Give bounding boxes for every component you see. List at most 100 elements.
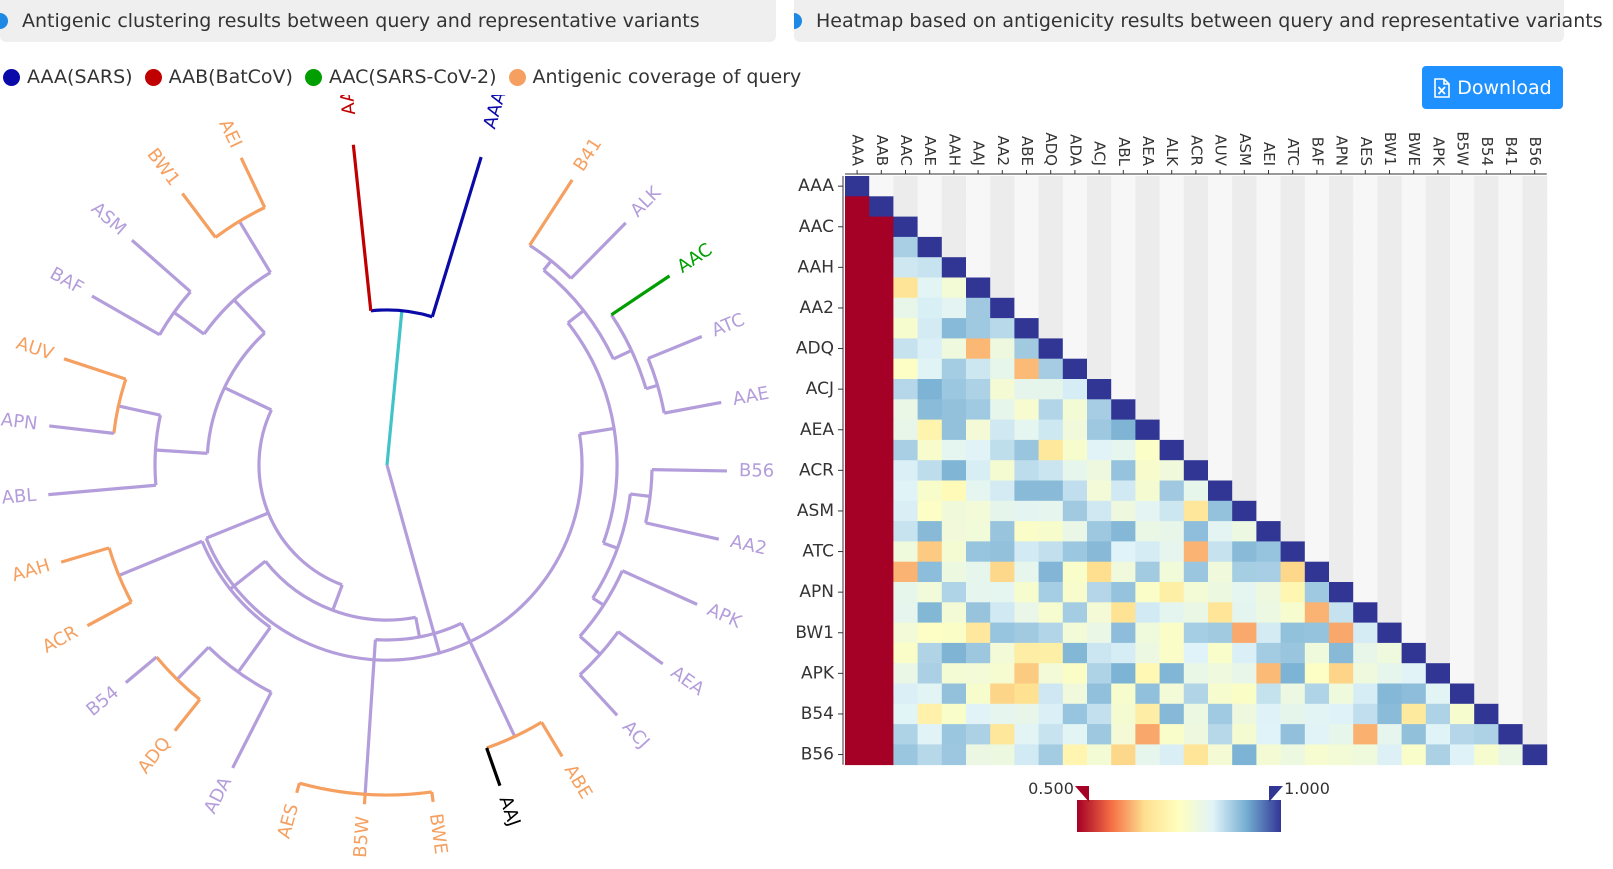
heatmap-cell[interactable] [1498, 663, 1523, 684]
heatmap-cell[interactable] [1450, 196, 1475, 217]
heatmap-cell[interactable] [1111, 561, 1136, 583]
heatmap-cell[interactable] [1474, 419, 1499, 441]
heatmap-cell[interactable] [990, 561, 1015, 583]
heatmap-cell[interactable] [966, 663, 991, 684]
heatmap-cell[interactable] [1062, 500, 1088, 522]
tree-leaf-label[interactable]: AAC [673, 239, 716, 277]
heatmap-cell[interactable] [1450, 216, 1475, 238]
heatmap-cell[interactable] [1280, 358, 1306, 380]
heatmap-cell[interactable] [966, 257, 991, 278]
heatmap-cell[interactable] [1353, 480, 1378, 502]
heatmap-cell[interactable] [1304, 216, 1330, 238]
heatmap-cell[interactable] [1256, 176, 1281, 197]
heatmap-cell[interactable] [1062, 642, 1088, 664]
heatmap-cell[interactable] [845, 602, 870, 623]
heatmap-cell[interactable] [1111, 419, 1136, 441]
heatmap-cell[interactable] [941, 399, 967, 420]
heatmap-cell[interactable] [990, 683, 1015, 705]
heatmap-cell[interactable] [1498, 622, 1523, 644]
heatmap-cell[interactable] [1062, 277, 1088, 299]
heatmap-cell[interactable] [869, 703, 894, 725]
heatmap-cell[interactable] [1329, 582, 1354, 603]
heatmap-cell[interactable] [1329, 419, 1354, 441]
heatmap-cell[interactable] [1014, 480, 1039, 502]
heatmap-cell[interactable] [1232, 480, 1257, 502]
heatmap-cell[interactable] [917, 521, 943, 542]
heatmap-cell[interactable] [917, 602, 943, 623]
heatmap-cell[interactable] [1304, 521, 1330, 542]
heatmap-cell[interactable] [1450, 500, 1475, 522]
heatmap-cell[interactable] [1111, 216, 1136, 238]
heatmap-cell[interactable] [1014, 602, 1039, 623]
heatmap-cell[interactable] [1183, 683, 1209, 705]
heatmap-cell[interactable] [1087, 236, 1112, 258]
heatmap-cell[interactable] [1087, 703, 1112, 725]
heatmap-cell[interactable] [1304, 744, 1330, 766]
heatmap-cell[interactable] [1498, 176, 1523, 197]
heatmap-cell[interactable] [1498, 480, 1523, 502]
heatmap-cell[interactable] [917, 683, 943, 705]
heatmap-cell[interactable] [1304, 460, 1330, 481]
heatmap-cell[interactable] [1062, 439, 1088, 461]
heatmap-cell[interactable] [1450, 541, 1475, 563]
heatmap-cell[interactable] [1353, 744, 1378, 766]
heatmap-cell[interactable] [941, 541, 967, 563]
heatmap-cell[interactable] [941, 460, 967, 481]
heatmap-cell[interactable] [1087, 358, 1112, 380]
heatmap-cell[interactable] [1401, 622, 1427, 644]
heatmap-cell[interactable] [990, 439, 1015, 461]
heatmap-cell[interactable] [1014, 561, 1039, 583]
heatmap-cell[interactable] [1353, 297, 1378, 319]
heatmap-cell[interactable] [990, 419, 1015, 441]
heatmap-cell[interactable] [1329, 683, 1354, 705]
heatmap-cell[interactable] [1038, 318, 1064, 339]
heatmap-cell[interactable] [1498, 521, 1523, 542]
heatmap-cell[interactable] [1377, 460, 1402, 481]
heatmap-cell[interactable] [966, 561, 991, 583]
heatmap-cell[interactable] [1087, 318, 1112, 339]
heatmap-cell[interactable] [845, 297, 870, 319]
heatmap-cell[interactable] [1087, 338, 1112, 360]
heatmap-cell[interactable] [1474, 236, 1499, 258]
heatmap-cell[interactable] [845, 277, 870, 299]
heatmap-cell[interactable] [1232, 703, 1257, 725]
heatmap-cell[interactable] [1038, 297, 1064, 319]
heatmap-cell[interactable] [1087, 663, 1112, 684]
heatmap-cell[interactable] [1038, 277, 1064, 299]
heatmap-cell[interactable] [1401, 500, 1427, 522]
heatmap-cell[interactable] [1038, 622, 1064, 644]
heatmap-cell[interactable] [1038, 196, 1064, 217]
heatmap-cell[interactable] [1304, 318, 1330, 339]
heatmap-cell[interactable] [1304, 399, 1330, 420]
heatmap-cell[interactable] [1425, 236, 1451, 258]
heatmap-cell[interactable] [941, 683, 967, 705]
heatmap-cell[interactable] [1280, 216, 1306, 238]
heatmap-cell[interactable] [1159, 379, 1185, 400]
tree-leaf-label[interactable]: AAE [731, 383, 771, 410]
heatmap-cell[interactable] [1377, 419, 1402, 441]
heatmap-cell[interactable] [1014, 744, 1039, 766]
tree-leaf-label[interactable]: ADQ [134, 733, 176, 778]
heatmap-cell[interactable] [1111, 683, 1136, 705]
heatmap-cell[interactable] [869, 724, 894, 745]
heatmap-cell[interactable] [990, 460, 1015, 481]
heatmap-cell[interactable] [1401, 318, 1427, 339]
heatmap-cell[interactable] [1498, 216, 1523, 238]
heatmap-cell[interactable] [1329, 460, 1354, 481]
heatmap-cell[interactable] [1401, 358, 1427, 380]
heatmap-cell[interactable] [1450, 561, 1475, 583]
heatmap-cell[interactable] [1087, 622, 1112, 644]
heatmap-cell[interactable] [1232, 521, 1257, 542]
heatmap-cell[interactable] [1087, 460, 1112, 481]
heatmap-cell[interactable] [1159, 297, 1185, 319]
heatmap-cell[interactable] [941, 419, 967, 441]
heatmap-cell[interactable] [1280, 338, 1306, 360]
heatmap-cell[interactable] [1522, 582, 1548, 603]
heatmap-cell[interactable] [1014, 379, 1039, 400]
heatmap-cell[interactable] [1183, 379, 1209, 400]
heatmap-cell[interactable] [1038, 419, 1064, 441]
heatmap-cell[interactable] [1111, 196, 1136, 217]
heatmap-cell[interactable] [1353, 500, 1378, 522]
heatmap-cell[interactable] [1208, 703, 1233, 725]
heatmap-cell[interactable] [1256, 582, 1281, 603]
